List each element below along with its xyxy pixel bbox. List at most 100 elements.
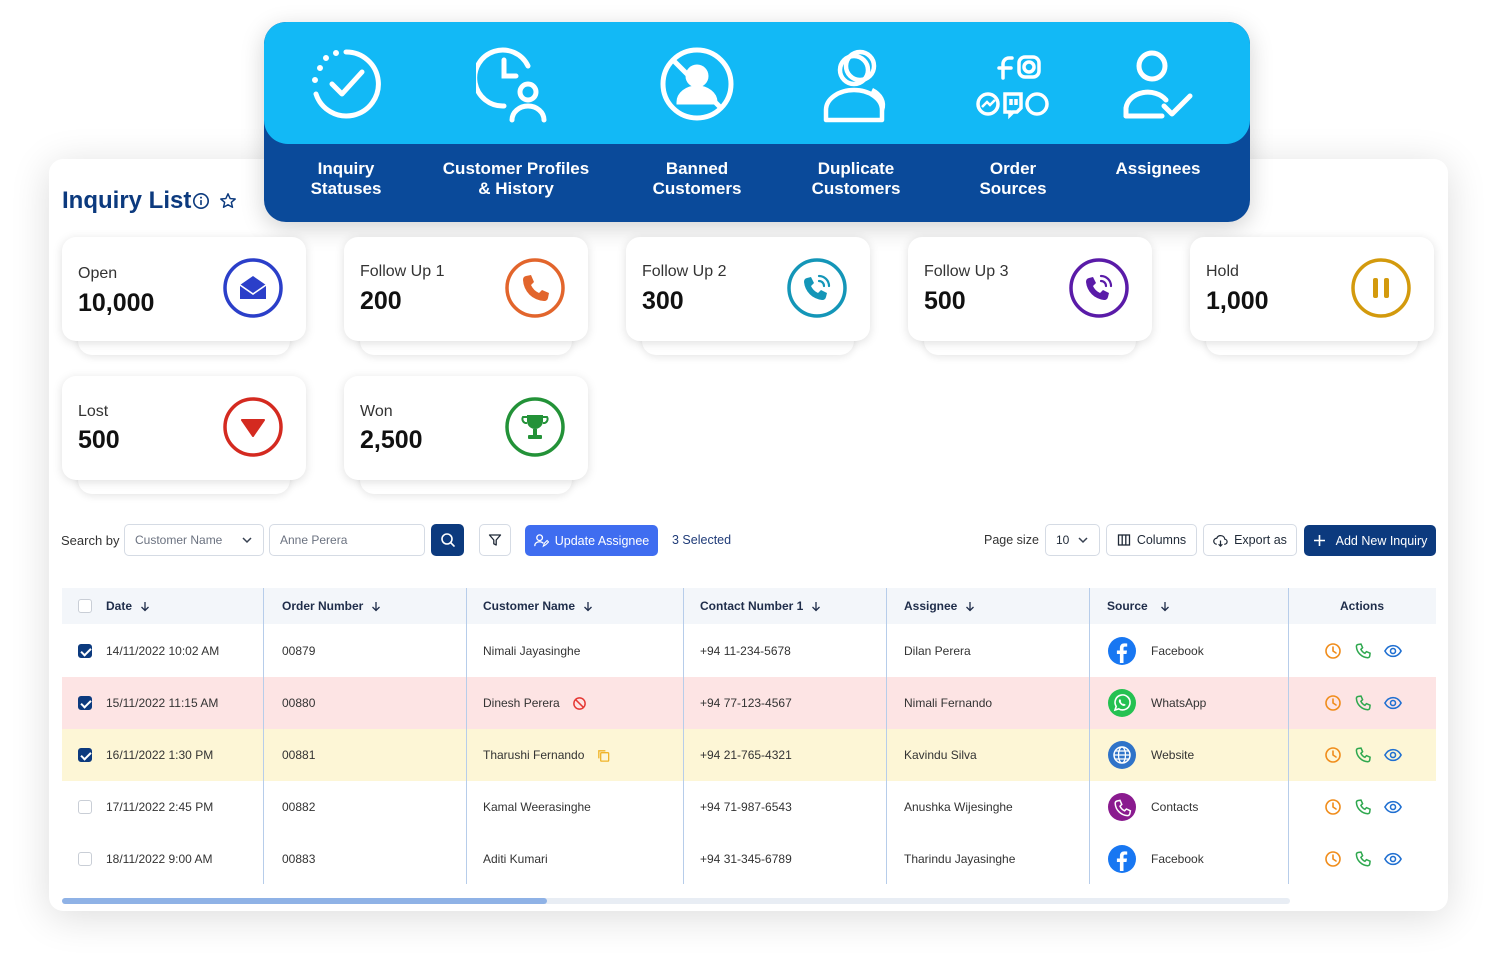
column-header-source[interactable]: Source xyxy=(1107,588,1170,624)
search-field-select[interactable]: Customer Name xyxy=(124,524,264,556)
call-icon[interactable] xyxy=(1354,798,1372,816)
column-header-assignee[interactable]: Assignee xyxy=(904,588,975,624)
table-row[interactable]: 16/11/2022 1:30 PM 00881 Tharushi Fernando… xyxy=(62,729,1436,781)
call-icon[interactable] xyxy=(1354,850,1372,868)
cell-order-number: 00879 xyxy=(282,644,316,658)
view-icon[interactable] xyxy=(1384,798,1402,816)
whatsapp-icon xyxy=(1108,689,1136,717)
cell-date: 17/11/2022 2:45 PM xyxy=(106,800,214,814)
filter-button[interactable] xyxy=(479,524,511,556)
view-icon[interactable] xyxy=(1384,746,1402,764)
feature-order-sources: Order Sources xyxy=(923,22,1103,222)
user-check-icon xyxy=(1123,50,1193,119)
feature-assignees: Assignees xyxy=(1068,22,1248,222)
call-icon[interactable] xyxy=(1354,642,1372,660)
stat-card-follow-up-2[interactable]: Follow Up 2 300 xyxy=(626,237,870,355)
cell-customer-name[interactable]: Dinesh Perera xyxy=(483,696,560,710)
cell-customer-name[interactable]: Aditi Kumari xyxy=(483,852,548,866)
stat-card-follow-up-3[interactable]: Follow Up 3 500 xyxy=(908,237,1152,355)
add-new-inquiry-button[interactable]: Add New Inquiry xyxy=(1304,525,1436,556)
clock-icon[interactable] xyxy=(1324,746,1342,764)
cell-customer-name[interactable]: Kamal Weerasinghe xyxy=(483,800,591,814)
table-header: Date Order Number Customer Name Contact … xyxy=(62,588,1436,624)
view-icon[interactable] xyxy=(1384,694,1402,712)
feature-banner: Inquiry Statuses Customer Profiles & His… xyxy=(264,22,1250,222)
feature-customer-profiles: Customer Profiles & History xyxy=(426,22,606,222)
row-checkbox[interactable] xyxy=(78,852,92,866)
clock-check-icon xyxy=(312,49,381,119)
filter-icon xyxy=(488,534,502,546)
stat-card-hold[interactable]: Hold 1,000 xyxy=(1190,237,1434,355)
search-input[interactable]: Anne Perera xyxy=(269,524,425,556)
cell-source: Website xyxy=(1151,748,1195,762)
clock-icon[interactable] xyxy=(1324,642,1342,660)
update-assignee-button[interactable]: Update Assignee xyxy=(525,525,658,556)
call-icon[interactable] xyxy=(1354,694,1372,712)
feature-inquiry-statuses: Inquiry Statuses xyxy=(264,22,436,222)
row-checkbox[interactable] xyxy=(78,644,92,658)
search-button[interactable] xyxy=(431,524,464,556)
row-checkbox[interactable] xyxy=(78,800,92,814)
clock-icon[interactable] xyxy=(1324,850,1342,868)
stat-card-won[interactable]: Won 2,500 xyxy=(344,376,588,494)
duplicate-icon xyxy=(598,749,610,762)
row-actions xyxy=(1324,833,1402,885)
page-size-select[interactable]: 10 xyxy=(1045,524,1100,556)
column-header-contact-number[interactable]: Contact Number 1 xyxy=(700,588,821,624)
page-size-label: Page size xyxy=(984,533,1039,547)
horizontal-scrollbar-thumb[interactable] xyxy=(62,898,547,904)
feature-duplicate-customers: Duplicate Customers xyxy=(766,22,946,222)
cell-source: Facebook xyxy=(1151,852,1204,866)
plus-icon xyxy=(1313,535,1325,546)
cell-contact-number: +94 21-765-4321 xyxy=(700,748,792,762)
envelope-icon xyxy=(223,258,283,318)
triangle-down-icon xyxy=(223,397,283,457)
cell-customer-name[interactable]: Nimali Jayasinghe xyxy=(483,644,581,658)
contacts-phone-icon xyxy=(1108,793,1136,821)
arrow-down-icon xyxy=(372,601,381,611)
clock-icon[interactable] xyxy=(1324,798,1342,816)
banner-icon-strip xyxy=(264,22,1250,144)
table-row[interactable]: 15/11/2022 11:15 AM 00880 Dinesh Perera +94… xyxy=(62,677,1436,729)
cell-source: Contacts xyxy=(1151,800,1199,814)
columns-button[interactable]: Columns xyxy=(1106,524,1197,556)
horizontal-scrollbar-track[interactable] xyxy=(62,898,1290,904)
view-icon[interactable] xyxy=(1384,642,1402,660)
star-icon[interactable] xyxy=(219,192,237,210)
arrow-down-icon xyxy=(584,601,592,611)
facebook-icon xyxy=(1108,845,1136,873)
arrow-down-icon xyxy=(966,601,975,611)
row-checkbox[interactable] xyxy=(78,748,92,762)
column-header-customer-name[interactable]: Customer Name xyxy=(483,588,593,624)
clock-icon[interactable] xyxy=(1324,694,1342,712)
select-all-checkbox[interactable] xyxy=(78,599,92,613)
social-sources-icon xyxy=(976,55,1049,120)
user-edit-icon xyxy=(534,534,549,548)
cell-customer-name[interactable]: Tharushi Fernando xyxy=(483,748,585,762)
row-checkbox[interactable] xyxy=(78,696,92,710)
stat-card-follow-up-1[interactable]: Follow Up 1 200 xyxy=(344,237,588,355)
row-actions xyxy=(1324,781,1402,833)
user-clock-icon xyxy=(476,47,547,123)
cell-order-number: 00881 xyxy=(282,748,316,762)
user-banned-icon xyxy=(660,47,734,121)
arrow-down-icon xyxy=(1160,601,1169,611)
table-row[interactable]: 14/11/2022 10:02 AM 00879 Nimali Jayasingh… xyxy=(62,625,1436,677)
view-icon[interactable] xyxy=(1384,850,1402,868)
columns-icon xyxy=(1117,534,1130,546)
call-icon[interactable] xyxy=(1354,746,1372,764)
chevron-down-icon xyxy=(242,537,252,544)
pause-icon xyxy=(1351,258,1411,318)
column-header-order-number[interactable]: Order Number xyxy=(282,588,381,624)
column-header-date[interactable]: Date xyxy=(106,588,150,624)
cell-date: 14/11/2022 10:02 AM xyxy=(106,644,220,658)
cell-date: 18/11/2022 9:00 AM xyxy=(106,852,213,866)
table-row[interactable]: 18/11/2022 9:00 AM 00883 Aditi Kumari +94 3… xyxy=(62,833,1436,885)
info-icon[interactable] xyxy=(192,192,210,210)
row-actions xyxy=(1324,677,1402,729)
table-row[interactable]: 17/11/2022 2:45 PM 00882 Kamal Weerasinghe… xyxy=(62,781,1436,833)
stat-card-lost[interactable]: Lost 500 xyxy=(62,376,306,494)
export-button[interactable]: Export as xyxy=(1203,524,1297,556)
stat-card-open[interactable]: Open 10,000 xyxy=(62,237,306,355)
